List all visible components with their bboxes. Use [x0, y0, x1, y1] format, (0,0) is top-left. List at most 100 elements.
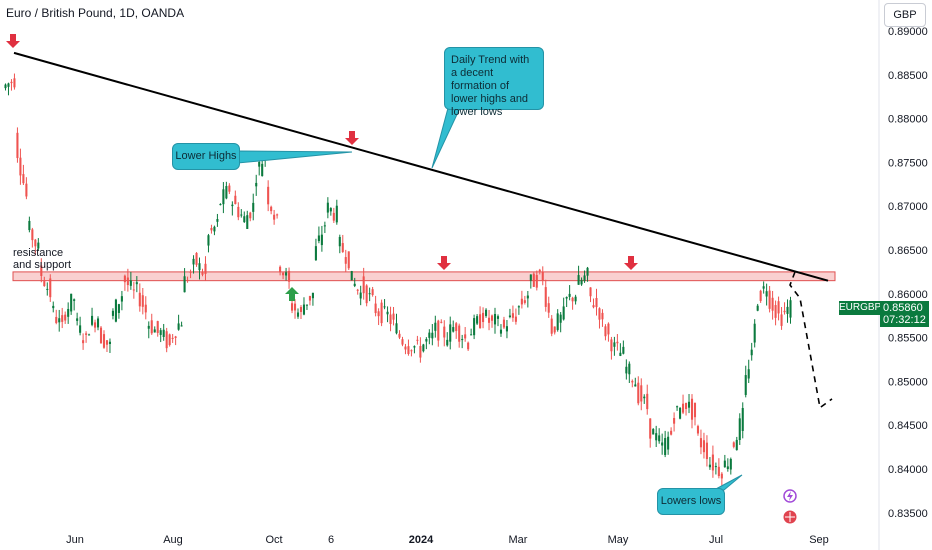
candle-body [413, 346, 416, 348]
candle-body [225, 186, 228, 199]
candle-body [589, 287, 592, 297]
candle-body [604, 326, 607, 337]
candle-body [789, 300, 792, 318]
candle-body [96, 318, 100, 328]
candle-body [410, 350, 413, 352]
candle-body [571, 297, 574, 302]
candle-body [687, 401, 691, 408]
candle-body [344, 257, 347, 264]
candle-body [201, 271, 204, 275]
candle-body [750, 349, 753, 356]
candle-body [514, 316, 517, 322]
candle-body [607, 323, 610, 335]
callout-lower-highs-text: Lower Highs [175, 150, 237, 162]
candle-body [541, 271, 544, 281]
candle-body [392, 313, 395, 320]
candle-body [4, 84, 7, 89]
candle-body [696, 426, 700, 434]
candle-body [305, 304, 309, 306]
candle-body [326, 202, 329, 213]
candle-body [7, 83, 10, 87]
candle-body [598, 308, 601, 320]
candle-body [640, 385, 643, 402]
candle-body [159, 330, 162, 335]
candle-body [586, 267, 589, 276]
callout-lower-highs[interactable]: Lower Highs [172, 143, 240, 170]
candle-body [628, 363, 631, 375]
candle-body [768, 290, 771, 309]
candle-body [664, 438, 667, 455]
candle-body [580, 279, 583, 285]
candle-body [293, 303, 297, 311]
candle-body [141, 295, 144, 307]
candle-body [25, 183, 28, 197]
lightning-glyph [787, 491, 793, 501]
candle-body [213, 226, 216, 232]
candle-body [544, 287, 547, 307]
candle-body [374, 303, 377, 314]
candle-body [673, 418, 676, 424]
candle-body [279, 266, 282, 273]
candle-body [652, 429, 655, 435]
currency-button[interactable]: GBP [884, 3, 926, 27]
candle-body [276, 214, 279, 216]
y-tick-label: 0.86000 [888, 289, 928, 301]
x-tick-label: Jul [709, 534, 723, 546]
candle-body [43, 281, 46, 286]
candle-body [729, 458, 732, 470]
candle-body [714, 466, 717, 468]
candle-body [28, 220, 31, 231]
candle-body [538, 269, 541, 272]
candle-body [419, 345, 422, 358]
candle-body [690, 398, 694, 420]
candle-body [708, 464, 711, 468]
candle-body [592, 305, 595, 308]
candle-body [177, 323, 180, 330]
candle-body [649, 418, 652, 439]
y-tick-label: 0.83500 [888, 508, 928, 520]
candle-body [320, 234, 323, 246]
current-price: 0.85860 [883, 302, 923, 314]
candle-body [314, 246, 317, 261]
candle-body [192, 258, 195, 265]
y-tick-label: 0.87500 [888, 157, 928, 169]
resistance-support-zone [12, 271, 836, 282]
candle-body [19, 157, 22, 176]
callout-lowers-lows[interactable]: Lowers lows [657, 488, 725, 515]
candle-body [189, 271, 192, 273]
candle-body [332, 212, 335, 221]
candle-body [464, 334, 467, 339]
candle-body [416, 339, 419, 341]
candle-body [16, 132, 19, 159]
candle-body [383, 306, 386, 308]
candle-body [741, 408, 744, 431]
candle-body [443, 326, 446, 338]
candle-body [111, 310, 114, 316]
candle-body [64, 314, 67, 321]
candle-body [99, 327, 103, 344]
candle-body [756, 305, 759, 311]
candle-body [186, 279, 189, 281]
candle-body [407, 346, 410, 354]
candle-body [246, 215, 249, 229]
candle-body [88, 334, 91, 336]
candle-body [165, 331, 168, 349]
candle-body [753, 323, 756, 343]
candle-body [401, 339, 404, 345]
callout-lowers-lows-text: Lowers lows [660, 495, 722, 507]
candle-body [631, 380, 634, 383]
candle-body [365, 285, 368, 304]
callout-daily-trend[interactable]: Daily Trend with a decent formation of l… [444, 47, 544, 118]
candle-body [117, 304, 120, 313]
candle-body [299, 307, 303, 312]
candle-body [135, 282, 138, 285]
candle-body [338, 236, 341, 247]
candle-body [105, 340, 109, 345]
candle-body [476, 316, 479, 324]
candle-body [82, 340, 85, 344]
y-tick-label: 0.85000 [888, 376, 928, 388]
candle-body [661, 442, 664, 446]
candle-body [529, 274, 532, 281]
candle-body [676, 406, 679, 408]
candle-body [380, 302, 383, 324]
